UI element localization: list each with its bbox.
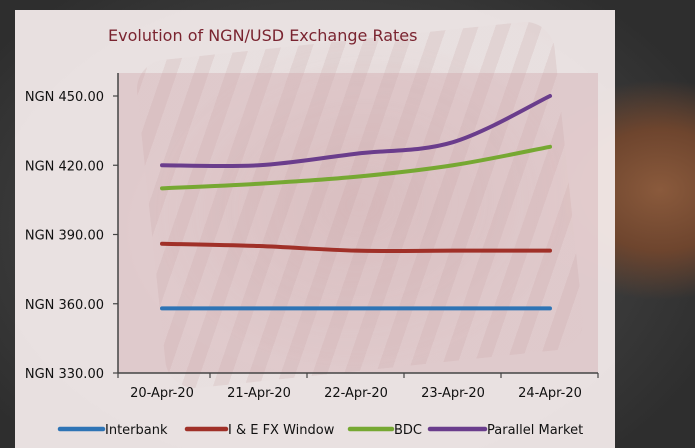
x-tick-label: 24-Apr-20 — [518, 386, 582, 401]
x-tick-label: 21-Apr-20 — [227, 386, 291, 401]
legend-label: I & E FX Window — [228, 423, 335, 438]
series-line-parallel-market — [160, 94, 552, 169]
y-tick-label: NGN 450.00 — [25, 90, 104, 105]
legend-label: Parallel Market — [487, 423, 583, 438]
y-tick-label: NGN 330.00 — [25, 367, 104, 382]
y-tick-label: NGN 420.00 — [25, 159, 104, 174]
chart-title: Evolution of NGN/USD Exchange Rates — [108, 26, 418, 45]
x-tick-label: 23-Apr-20 — [421, 386, 485, 401]
legend-label: BDC — [394, 423, 422, 438]
y-tick-label: NGN 390.00 — [25, 229, 104, 244]
chart-panel — [15, 10, 615, 448]
series-line-i-e-fx-window — [160, 241, 552, 253]
legend-label: Interbank — [105, 423, 168, 438]
plot-area — [118, 73, 598, 373]
series-line-bdc — [160, 144, 552, 191]
y-tick-label: NGN 360.00 — [25, 298, 104, 313]
x-tick-label: 20-Apr-20 — [130, 386, 194, 401]
x-tick-label: 22-Apr-20 — [324, 386, 388, 401]
